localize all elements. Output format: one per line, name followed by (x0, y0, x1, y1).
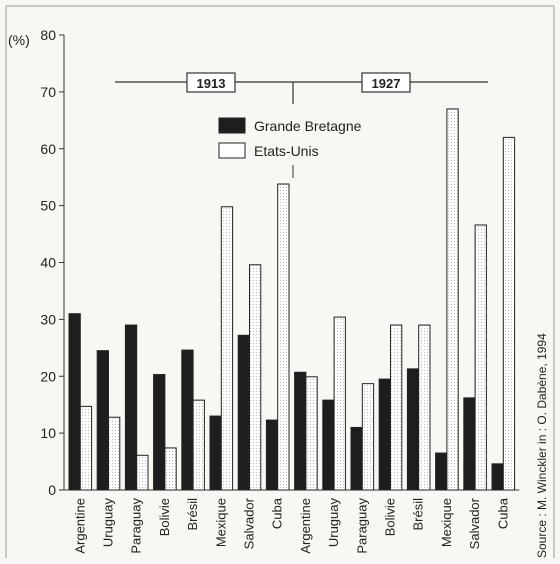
bar-etats-unis (333, 316, 346, 491)
bar-etats-unis (164, 447, 177, 491)
y-tick-label: 20 (40, 368, 56, 384)
category-label: Argentine (298, 498, 313, 554)
category-label: Bolivie (157, 498, 172, 536)
bar-etats-unis (474, 224, 487, 491)
bar-etats-unis (136, 454, 149, 491)
bar-grande-bretagne (265, 419, 279, 491)
bar-grande-bretagne (491, 463, 504, 491)
plot-area: 0 10 20 30 40 50 60 70 80 (%) Argentine Uruguay Para… (8, 27, 549, 558)
bar-grande-bretagne (68, 313, 81, 491)
legend-label-etats-unis: Etats-Unis (254, 143, 319, 159)
y-tick-label: 70 (40, 84, 56, 100)
bar-grande-bretagne (209, 415, 222, 491)
bar-etats-unis (277, 183, 290, 491)
legend-swatch-grande-bretagne (218, 117, 246, 134)
bar-grande-bretagne (294, 371, 307, 491)
category-label: Salvador (242, 497, 257, 549)
category-label: Paraguay (129, 498, 144, 554)
category-label: Brésil (185, 498, 200, 531)
bar-grande-bretagne (378, 378, 392, 491)
bar-etats-unis (192, 399, 205, 491)
bar-etats-unis (446, 108, 459, 491)
bar-grande-bretagne (237, 334, 250, 491)
bar-etats-unis (305, 376, 318, 491)
bar-etats-unis (502, 136, 516, 491)
y-tick-label: 10 (40, 425, 56, 441)
bar-grande-bretagne (322, 399, 335, 491)
category-label: Paraguay (354, 498, 369, 554)
y-axis-unit: (%) (8, 32, 30, 48)
bar-etats-unis (220, 206, 234, 491)
bar-etats-unis (249, 264, 262, 491)
category-label: Brésil (411, 498, 426, 531)
period-box-1913 (186, 72, 236, 93)
category-label: Salvador (467, 497, 482, 549)
y-tick-label: 60 (40, 141, 56, 157)
bar-grande-bretagne (435, 452, 448, 491)
category-label: Argentine (72, 498, 87, 554)
bar-grande-bretagne (96, 350, 109, 491)
bar-grande-bretagne (406, 368, 420, 491)
legend-label-grande-bretagne: Grande Bretagne (254, 118, 362, 134)
period-label-1927: 1927 (372, 76, 401, 91)
y-tick-label: 30 (40, 311, 56, 327)
bar-etats-unis (418, 324, 431, 491)
category-label: Mexique (213, 498, 228, 547)
y-tick-label: 80 (40, 27, 56, 43)
category-label: Cuba (270, 497, 285, 529)
bar-grande-bretagne (181, 349, 194, 491)
period-box-1927 (361, 72, 411, 93)
source-note: Source : M. Winckler in : O. Dabène, 199… (535, 333, 549, 558)
category-label: Uruguay (101, 498, 116, 548)
bar-grande-bretagne (153, 374, 166, 491)
period-label-1913: 1913 (197, 76, 226, 91)
bar-etats-unis (108, 416, 121, 491)
y-tick-label: 0 (48, 482, 56, 498)
category-label: Cuba (495, 497, 510, 529)
y-tick-label: 40 (40, 255, 56, 271)
bar-etats-unis (390, 324, 403, 491)
bar-etats-unis (361, 383, 375, 491)
bar-etats-unis (79, 405, 93, 491)
bar-grande-bretagne (463, 397, 476, 491)
category-label: Bolivie (383, 498, 398, 536)
bar-grande-bretagne (350, 426, 363, 491)
legend-swatch-etats-unis (218, 142, 246, 159)
category-label: Mexique (439, 498, 454, 547)
bar-grande-bretagne (124, 324, 138, 491)
y-tick-label: 50 (40, 198, 56, 214)
category-label: Uruguay (326, 498, 341, 548)
